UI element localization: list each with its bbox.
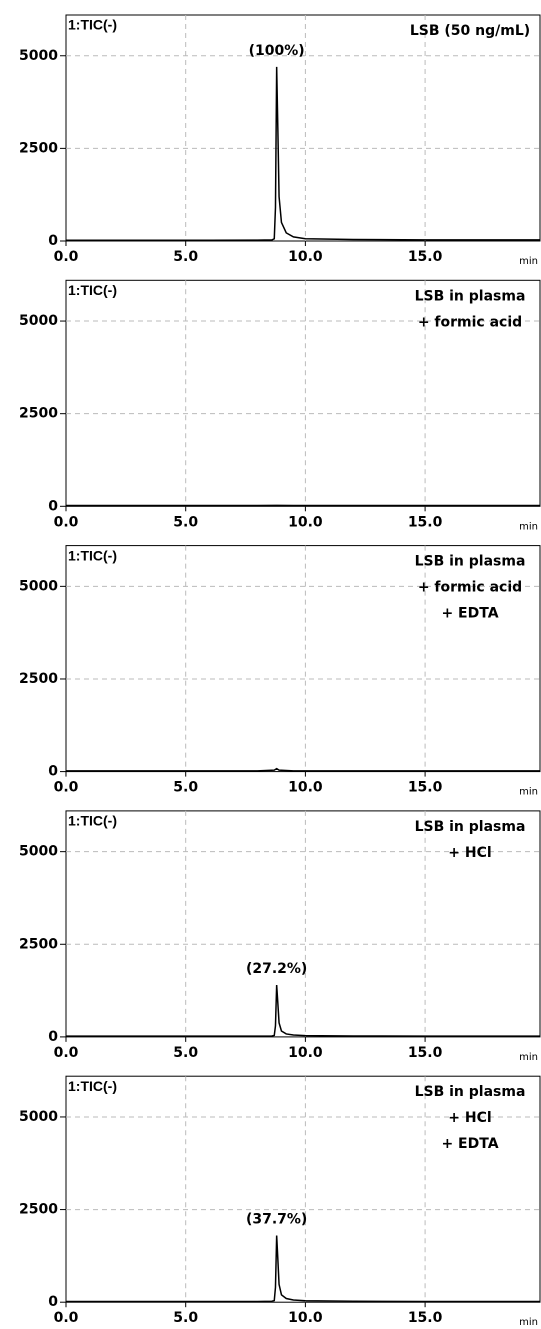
x-tick-label: 10.0: [288, 1310, 323, 1326]
x-tick-label: 10.0: [288, 1045, 323, 1061]
x-tick-label: 0.0: [54, 249, 79, 265]
x-tick-label: 15.0: [408, 1310, 443, 1326]
annotation: + formic acid: [418, 580, 522, 596]
x-axis-label: min: [519, 787, 538, 798]
panel-title: 1:TIC(-): [68, 1078, 117, 1094]
y-tick-label: 2500: [19, 671, 58, 687]
x-tick-label: 15.0: [408, 249, 443, 265]
x-axis-label: min: [519, 1317, 538, 1328]
plot-frame: [65, 14, 541, 242]
y-tick-label: 5000: [19, 313, 58, 329]
y-tick-label: 2500: [19, 140, 58, 156]
y-tick-label: 2500: [19, 936, 58, 952]
x-tick-label: 5.0: [173, 249, 198, 265]
y-tick-label: 5000: [19, 1109, 58, 1125]
annotation: LSB (50 ng/mL): [410, 23, 530, 39]
x-tick-label: 0.0: [54, 1310, 79, 1326]
panel-title: 1:TIC(-): [68, 282, 117, 298]
trace: [66, 66, 540, 242]
trace: [66, 984, 540, 1037]
plot-frame: [65, 1075, 541, 1303]
annotation: + EDTA: [441, 606, 498, 622]
panel-title: 1:TIC(-): [68, 17, 117, 33]
y-tick-label: 0: [48, 233, 58, 249]
x-axis-label: min: [519, 256, 538, 267]
x-tick-label: 10.0: [288, 249, 323, 265]
annotation: + HCl: [448, 1110, 491, 1126]
x-tick-label: 10.0: [288, 514, 323, 530]
x-tick-label: 0.0: [54, 514, 79, 530]
panel-title: 1:TIC(-): [68, 547, 117, 563]
x-axis-label: min: [519, 1052, 538, 1063]
annotation: LSB in plasma: [415, 288, 526, 304]
x-tick-label: 15.0: [408, 514, 443, 530]
y-tick-label: 0: [48, 1029, 58, 1045]
peak-label: (37.7%): [246, 1212, 307, 1228]
peak-label: (100%): [249, 43, 305, 59]
x-tick-label: 5.0: [173, 1045, 198, 1061]
annotation: LSB in plasma: [415, 819, 526, 835]
y-tick-label: 5000: [19, 844, 58, 860]
x-tick-label: 10.0: [288, 780, 323, 796]
x-tick-label: 5.0: [173, 514, 198, 530]
y-tick-label: 5000: [19, 578, 58, 594]
y-tick-label: 0: [48, 1294, 58, 1310]
annotation: LSB in plasma: [415, 1084, 526, 1100]
x-axis-label: min: [519, 521, 538, 532]
panel-title: 1:TIC(-): [68, 813, 117, 829]
x-tick-label: 15.0: [408, 1045, 443, 1061]
peak-label: (27.2%): [246, 961, 307, 977]
y-tick-label: 2500: [19, 406, 58, 422]
plot-frame: [65, 810, 541, 1038]
x-tick-label: 5.0: [173, 780, 198, 796]
y-tick-label: 0: [48, 498, 58, 514]
y-tick-label: 2500: [19, 1202, 58, 1218]
y-tick-label: 0: [48, 764, 58, 780]
x-tick-label: 0.0: [54, 780, 79, 796]
trace: [66, 1235, 540, 1303]
y-tick-label: 5000: [19, 48, 58, 64]
trace: [66, 767, 540, 772]
annotation: + EDTA: [441, 1136, 498, 1152]
annotation: + formic acid: [418, 314, 522, 330]
x-tick-label: 0.0: [54, 1045, 79, 1061]
x-tick-label: 5.0: [173, 1310, 198, 1326]
x-tick-label: 15.0: [408, 780, 443, 796]
annotation: + HCl: [448, 845, 491, 861]
annotation: LSB in plasma: [415, 554, 526, 570]
